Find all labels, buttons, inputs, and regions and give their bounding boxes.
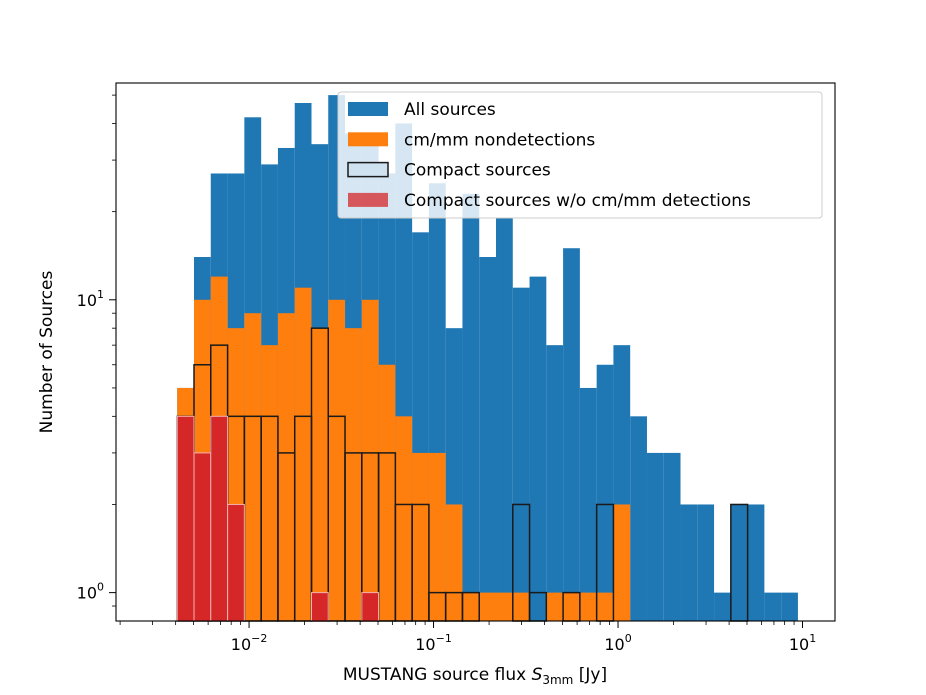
bar: [764, 592, 782, 621]
bar: [546, 592, 564, 621]
bar: [361, 592, 380, 622]
bar: [579, 387, 597, 621]
bar: [328, 299, 346, 621]
bar: [412, 452, 429, 621]
bar: [261, 345, 278, 621]
legend-swatch: [348, 132, 388, 147]
bar: [244, 313, 262, 621]
bar: [193, 452, 212, 622]
bar: [176, 415, 195, 622]
bar: [361, 299, 379, 621]
x-tick-label: 10−1: [415, 632, 452, 654]
bar: [730, 504, 748, 621]
bar: [462, 592, 480, 621]
bar: [512, 287, 530, 621]
bar: [680, 504, 698, 621]
bar: [378, 364, 396, 621]
y-tick-label: 101: [77, 288, 104, 310]
bar: [613, 504, 631, 621]
bar: [479, 257, 496, 621]
legend-swatch: [348, 192, 388, 207]
ticks-layer: 10−2 10−1 100 101 100 101: [77, 94, 816, 654]
bar: [663, 452, 681, 621]
bar: [428, 452, 446, 621]
bar: [462, 193, 480, 621]
bar: [311, 328, 329, 621]
y-tick-label: 100: [77, 581, 104, 603]
bar: [546, 345, 564, 621]
bar: [630, 416, 647, 621]
bar: [496, 218, 513, 622]
bar: [596, 592, 614, 621]
bar: [714, 592, 731, 621]
legend-box: [337, 91, 823, 219]
legend-swatch: [347, 161, 389, 178]
bar: [697, 504, 715, 621]
legend: All sources cm/mm nondetections Compact so…: [337, 91, 823, 219]
bar: [529, 276, 547, 621]
bar: [512, 592, 530, 621]
bar: [445, 504, 463, 621]
bar: [294, 287, 312, 621]
bar: [496, 592, 513, 621]
legend-label: Compact sources w/o cm/mm detections: [404, 191, 751, 211]
legend-swatch: [348, 102, 388, 116]
bar: [227, 503, 245, 622]
x-tick-label: 100: [604, 632, 631, 654]
x-axis-label: MUSTANG source flux S3mm [Jy]: [343, 665, 607, 687]
x-tick-label: 101: [789, 632, 816, 654]
bar: [563, 248, 580, 622]
bar: [395, 416, 413, 621]
bar: [579, 592, 597, 621]
bar: [781, 592, 798, 621]
bar: [311, 592, 329, 622]
legend-label: Compact sources: [404, 161, 551, 181]
bar: [596, 364, 614, 621]
bar: [646, 452, 664, 621]
bar: [210, 415, 229, 622]
bar: [479, 592, 496, 621]
plot-frame: [115, 82, 836, 622]
bars-layer: [176, 95, 798, 622]
legend-label: cm/mm nondetections: [404, 130, 595, 150]
series-3: [176, 415, 380, 622]
y-axis-label: Number of Sources: [37, 270, 57, 433]
x-tick-label: 10−2: [231, 632, 268, 654]
bar: [277, 313, 295, 621]
bar: [563, 592, 580, 621]
bar: [747, 504, 765, 621]
bar: [345, 328, 362, 621]
legend-label: All sources: [404, 100, 496, 120]
